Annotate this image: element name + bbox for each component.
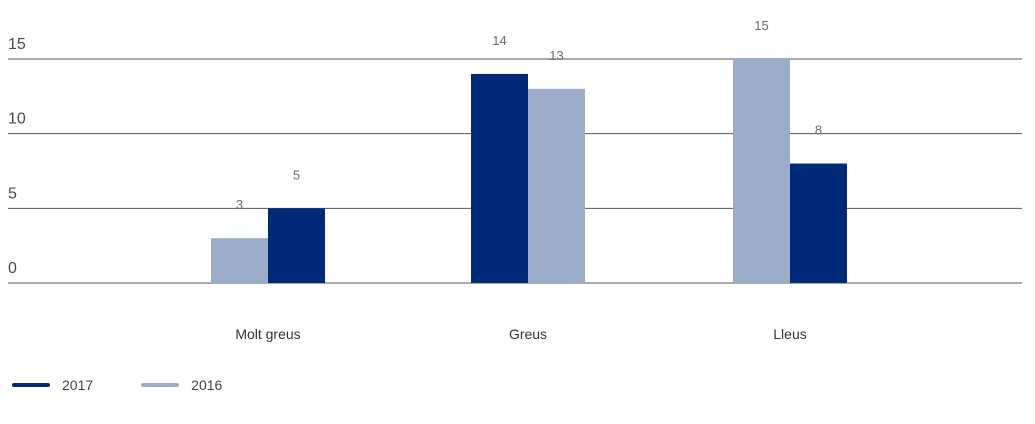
data-label-2017-molt-greus: 5: [293, 167, 300, 182]
data-label-2017-greus: 14: [492, 33, 506, 48]
y-tick-label-15: 15: [8, 36, 26, 53]
bar-2016-lleus: [733, 59, 790, 283]
legend-swatch-2017: [12, 383, 50, 387]
category-labels: Molt greus Greus Lleus: [235, 326, 806, 342]
bar-2016-molt-greus: [211, 238, 268, 283]
category-label-lleus: Lleus: [773, 326, 806, 342]
legend-swatch-2016: [141, 383, 180, 387]
data-label-2017-lleus: 8: [815, 123, 822, 138]
legend: 2017 2016: [12, 377, 222, 393]
data-label-2016-greus: 13: [549, 48, 563, 63]
bar-2017-lleus: [790, 163, 847, 283]
bar-2017-greus: [471, 73, 528, 283]
category-label-molt-greus: Molt greus: [235, 326, 300, 342]
bar-2016-greus: [528, 88, 585, 283]
legend-item-2016: 2016: [141, 377, 222, 393]
data-labels: 3 5 14 13 15 8: [236, 18, 822, 212]
y-tick-label-10: 10: [8, 111, 26, 128]
bars: [211, 59, 847, 283]
data-label-2016-molt-greus: 3: [236, 197, 243, 212]
bar-chart: 0 5 10 15 3 5 14 13 15 8 Molt greus Greus Lleus: [8, 18, 1022, 342]
legend-label-2017: 2017: [62, 377, 94, 393]
y-tick-label-0: 0: [8, 260, 17, 277]
legend-label-2016: 2016: [191, 377, 223, 393]
legend-item-2017: 2017: [12, 377, 93, 393]
bar-2017-molt-greus: [268, 208, 325, 283]
category-label-greus: Greus: [509, 326, 547, 342]
y-axis-ticks: 0 5 10 15: [8, 36, 26, 277]
data-label-2016-lleus: 15: [754, 18, 768, 33]
y-tick-label-5: 5: [8, 185, 17, 202]
